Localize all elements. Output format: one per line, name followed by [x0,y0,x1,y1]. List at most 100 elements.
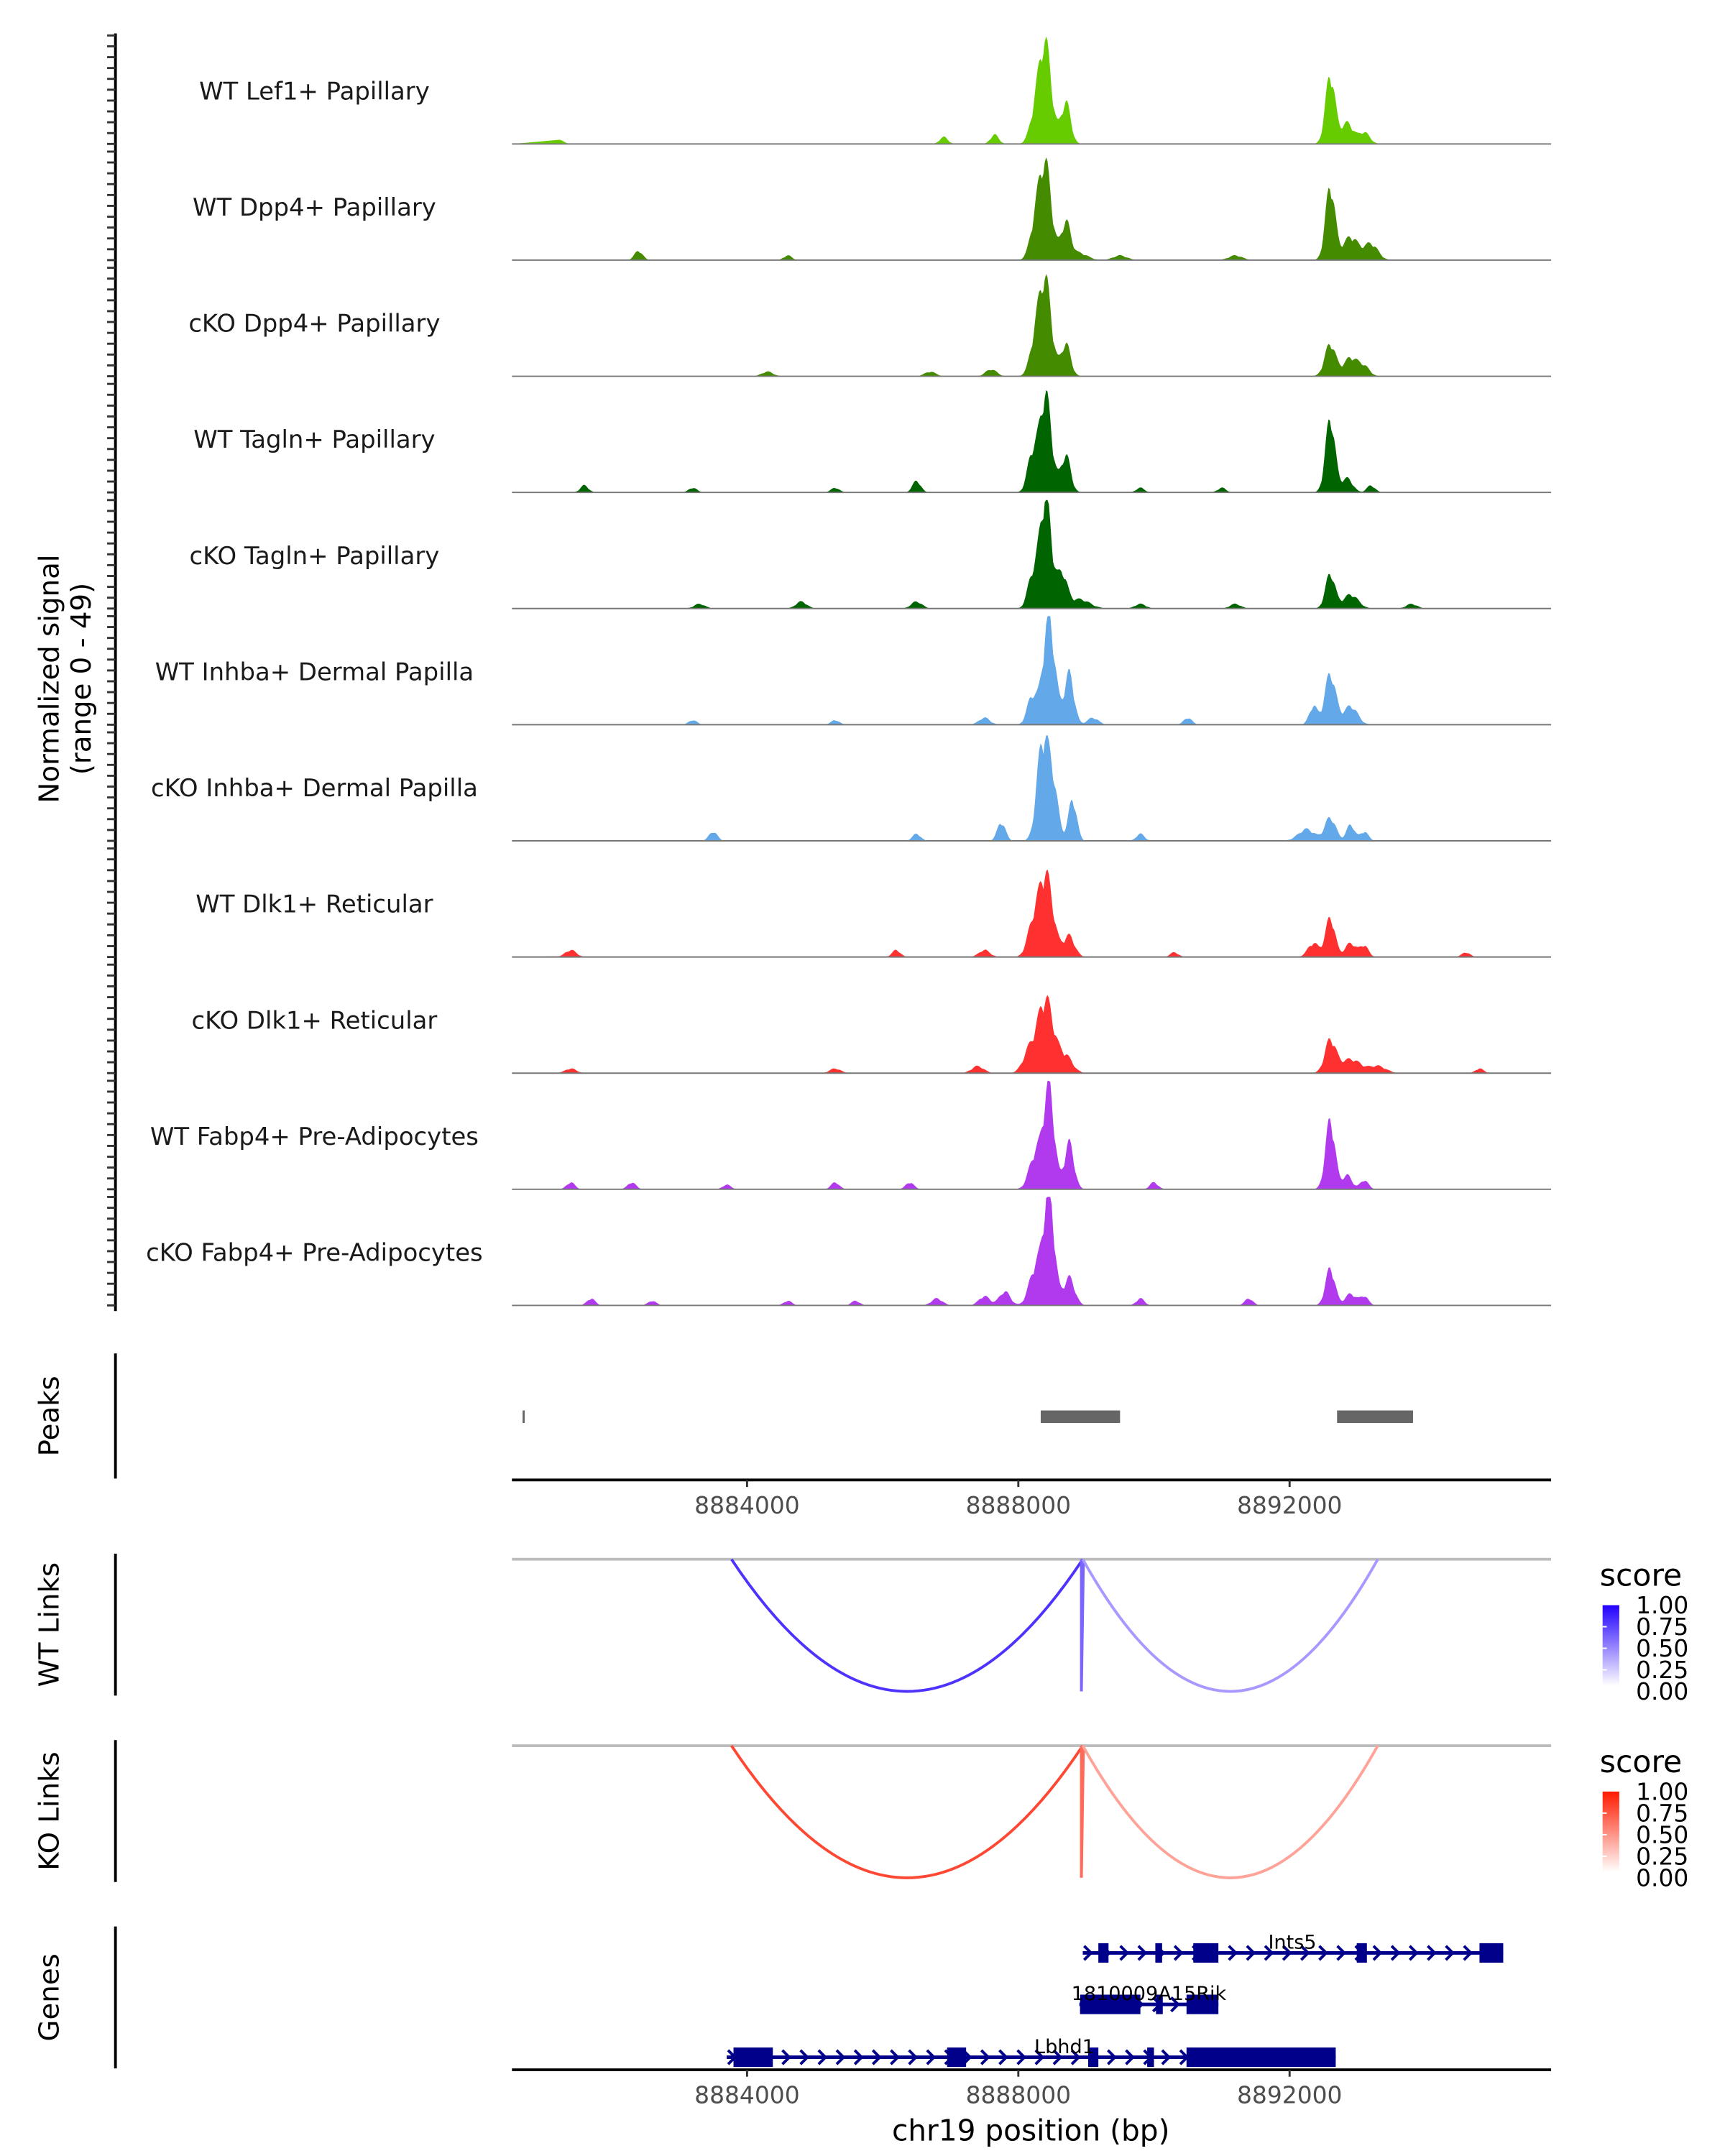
strand-arrow [871,2049,882,2065]
track-label: WT Tagln+ Papillary [193,425,435,453]
strand-arrow [1052,2049,1063,2065]
signal-area [512,616,1552,725]
legend-colorbar [1602,1791,1619,1873]
legend-tick-label: 1.00 [1636,1591,1688,1619]
strand-arrow [1372,1945,1383,1961]
legend-tick-label: 0.50 [1636,1821,1688,1849]
strand-arrow [1318,1945,1328,1961]
strand-arrow [1034,2049,1045,2065]
wt-links-panel-label: WT Links [33,1562,65,1687]
link-arc [1081,1558,1379,1693]
legend-tick-label: 1.00 [1636,1778,1688,1806]
strand-arrow [1107,2049,1117,2065]
genes-track: Ints5 1810009A15Rik Lbhd1 [727,1932,1504,2068]
gene: Lbhd1 [727,2036,1336,2068]
track-label: WT Lef1+ Papillary [199,77,430,105]
strand-arrow [926,2049,937,2065]
signal-track: cKO Dlk1+ Reticular [192,995,1552,1074]
x-axis-tick-label: 8892000 [1237,2081,1342,2109]
strand-arrow [980,2049,990,2065]
legend-title: score [1600,1744,1682,1780]
signal-track: WT Inhba+ Dermal Papilla [155,616,1552,726]
ko-links-panel-label: KO Links [33,1751,65,1870]
peak-region [1337,1410,1413,1423]
strand-arrow [1083,1945,1093,1961]
signal-track: cKO Dpp4+ Papillary [188,274,1552,377]
peaks-x-axis: 8884000 8888000 8892000 [512,1478,1552,1519]
signal-y-axis [107,33,117,1312]
link-arc [730,1744,1085,1879]
strand-arrow [908,2049,919,2065]
legend-tick-label: 0.00 [1636,1864,1688,1892]
signal-track: WT Tagln+ Papillary [193,390,1552,494]
strand-arrow [1125,2049,1135,2065]
signal-track: WT Fabp4+ Pre-Adipocytes [150,1080,1552,1190]
strand-arrow [1137,1945,1148,1961]
strand-arrow [799,2049,810,2065]
strand-arrow [835,2049,846,2065]
legend-title: score [1600,1557,1682,1593]
x-axis-tick-label: 8888000 [966,1491,1071,1519]
track-label: cKO Dlk1+ Reticular [192,1006,438,1034]
strand-arrow [998,2049,1008,2065]
gene-exon [947,2047,967,2068]
signal-track: WT Lef1+ Papillary [199,36,1552,145]
x-axis-title: chr19 position (bp) [892,2114,1169,2148]
genes-x-axis: 8884000 8888000 8892000 [512,2068,1552,2109]
signal-track: WT Dlk1+ Reticular [196,869,1552,958]
signal-y-axis-title: Normalized signal [33,554,65,803]
strand-arrow [1161,2049,1172,2065]
signal-area [512,869,1552,957]
peaks-panel-label: Peaks [33,1376,65,1456]
strand-arrow [1336,1945,1347,1961]
link-arc [1080,1559,1085,1692]
signal-track: cKO Inhba+ Dermal Papilla [151,734,1552,842]
track-label: WT Dpp4+ Papillary [193,193,436,221]
strand-arrow [1246,1945,1256,1961]
link-arc [1081,1745,1379,1879]
strand-arrow [1016,2049,1027,2065]
link-arc [730,1558,1085,1693]
gene-exon [1098,1943,1109,1963]
x-axis-tick-label: 8888000 [966,2081,1071,2109]
strand-arrow [1264,1945,1274,1961]
strand-arrow [1390,1945,1401,1961]
signal-track: cKO Fabp4+ Pre-Adipocytes [146,1197,1552,1307]
legend-tick-label: 0.75 [1636,1613,1688,1641]
signal-area [512,499,1552,609]
track-label: WT Fabp4+ Pre-Adipocytes [150,1123,479,1151]
x-axis-tick-label: 8884000 [694,2081,799,2109]
strand-arrow [890,2049,900,2065]
signal-area [512,157,1552,260]
track-label: cKO Inhba+ Dermal Papilla [151,774,478,802]
ko-links-track [512,1744,1552,1879]
gene-exon [1080,1994,1141,2014]
x-axis-tick-label: 8892000 [1237,1491,1342,1519]
strand-arrow [1463,1945,1473,1961]
strand-arrow [1170,1996,1180,2013]
signal-area [512,36,1552,144]
legend-tick-label: 0.25 [1636,1656,1688,1684]
strand-arrow [1173,1945,1184,1961]
strand-arrow [1070,2049,1081,2065]
signal-track: WT Dpp4+ Papillary [193,157,1552,261]
gene-exon [1156,1994,1163,2014]
wt-links-track [512,1557,1552,1693]
strand-arrow [1300,1945,1310,1961]
gene-exon [1479,1943,1504,1963]
strand-arrow [1282,1945,1292,1961]
legend-tick-label: 0.00 [1636,1677,1688,1705]
gene-name: 1810009A15Rik [1072,1983,1227,2005]
track-label: cKO Dpp4+ Papillary [188,310,440,338]
strand-arrow [817,2049,828,2065]
gene: Ints5 [1082,1932,1504,1963]
gene-exon [1186,1994,1219,2014]
signal-area [512,1080,1552,1189]
strand-arrow [853,2049,864,2065]
strand-arrow [1228,1945,1238,1961]
legend-tick-label: 0.50 [1636,1634,1688,1662]
legend-tick-label: 0.25 [1636,1843,1688,1871]
